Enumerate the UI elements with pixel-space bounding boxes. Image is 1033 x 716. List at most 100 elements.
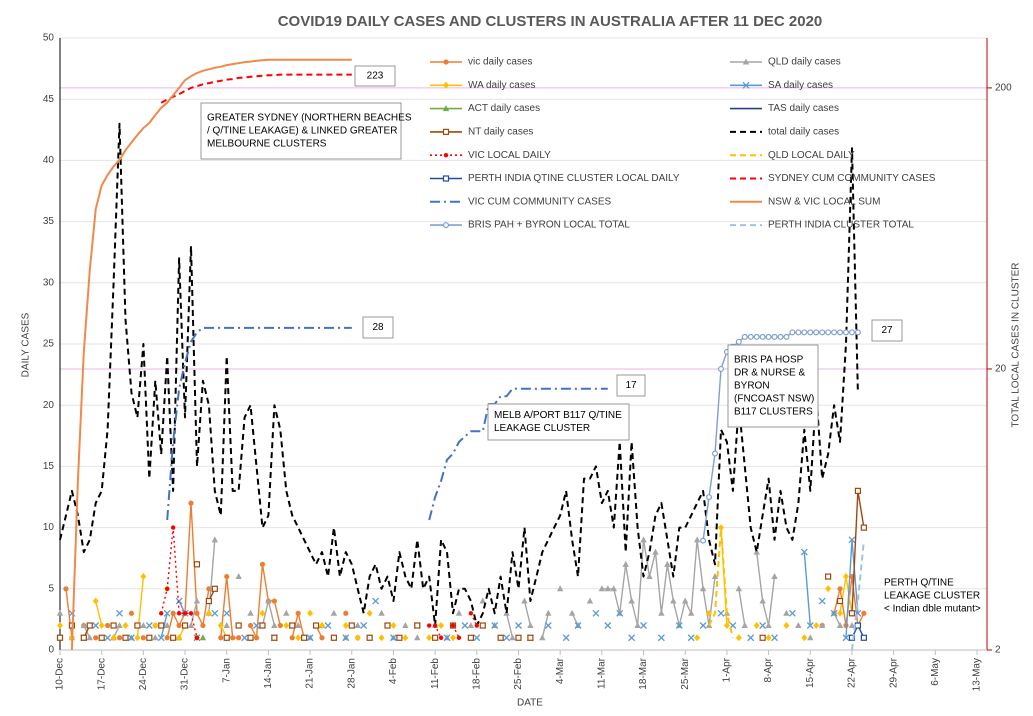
data-point (205, 597, 212, 605)
data-point (223, 622, 230, 629)
data-point (170, 634, 177, 641)
data-point (432, 623, 438, 628)
data-point (122, 634, 129, 641)
data-point (342, 634, 350, 642)
legend-label: PERTH INDIA CLUSTER TOTAL (768, 220, 914, 231)
data-point (455, 609, 463, 616)
data-point (348, 622, 355, 629)
annotation-text: PERTH Q/TINE (884, 578, 954, 589)
data-point (170, 525, 176, 530)
data-point (741, 333, 748, 340)
data-point (134, 622, 141, 629)
data-point (723, 622, 730, 630)
data-point (432, 634, 439, 641)
data-point (378, 634, 385, 642)
data-point (319, 622, 325, 630)
data-point (706, 494, 713, 501)
data-point (271, 598, 277, 604)
data-point (193, 597, 201, 604)
data-point (664, 560, 671, 567)
data-point (230, 635, 236, 641)
data-point (105, 622, 111, 629)
x-tick-label: 8-Apr (763, 657, 774, 682)
x-tick-label: 25-Feb (513, 658, 524, 690)
x-tick-label: 10-Dec (55, 658, 66, 690)
data-point (658, 609, 665, 616)
series-group (199, 634, 207, 641)
data-point (86, 622, 93, 629)
data-point (176, 622, 182, 629)
data-point (825, 329, 832, 336)
data-point (438, 622, 445, 630)
data-point (818, 597, 826, 605)
x-tick-label: 1-Apr (722, 657, 733, 682)
data-point (598, 585, 606, 592)
x-tick-label: 4-Feb (388, 658, 399, 685)
data-point (830, 609, 838, 617)
data-point (330, 609, 338, 616)
data-point (443, 634, 451, 642)
data-point (789, 329, 796, 336)
data-point (527, 622, 534, 629)
data-point (837, 329, 844, 336)
data-point (711, 450, 718, 457)
data-point (247, 622, 254, 629)
data-point (729, 622, 737, 629)
data-point (396, 634, 403, 641)
data-point (236, 635, 242, 641)
data-point (235, 573, 242, 580)
data-point (307, 609, 314, 617)
data-point (747, 333, 754, 340)
legend-label: QLD daily cases (768, 57, 841, 68)
data-point (843, 573, 849, 581)
data-point (63, 586, 69, 592)
data-point (741, 622, 748, 629)
data-point (294, 622, 302, 629)
x-tick-label: 7-Jan (221, 658, 232, 683)
legend-label: total daily cases (768, 127, 839, 138)
x-tick-label: 21-Jan (305, 658, 316, 689)
data-point (56, 634, 64, 641)
data-point (657, 634, 665, 642)
data-point (110, 634, 117, 642)
data-point (628, 634, 636, 642)
annotation-text: LEAKAGE CLUSTER (884, 591, 980, 602)
legend-label: ACT daily cases (468, 103, 540, 114)
x-tick-label: 22-Apr (847, 657, 858, 688)
data-point (640, 622, 648, 629)
data-point (675, 622, 683, 629)
data-point (92, 622, 100, 629)
x-tick-label: 11-Mar (597, 657, 608, 689)
data-point (211, 609, 219, 617)
data-point (479, 597, 486, 604)
data-point (366, 634, 373, 641)
legend-label: WA daily cases (468, 80, 535, 91)
data-point (539, 634, 546, 641)
data-point (86, 634, 93, 641)
data-point (324, 622, 332, 629)
data-point (402, 622, 409, 629)
data-point (848, 329, 855, 336)
annotation-text: (FNCOAST NSW) (734, 394, 814, 405)
data-point (759, 622, 767, 629)
data-point (753, 333, 760, 340)
data-point (473, 634, 481, 642)
data-point (831, 329, 838, 336)
data-point (211, 585, 218, 592)
data-point (515, 634, 522, 641)
data-point (134, 634, 141, 642)
data-point (694, 634, 701, 642)
data-point (771, 634, 779, 642)
annotation-box (727, 344, 819, 428)
legend-marker (443, 153, 449, 158)
annotation-text: / Q/TINE LEAKAGE) & LINKED GREATER (207, 126, 397, 137)
data-point (378, 609, 385, 616)
annotation-text: 223 (367, 71, 384, 82)
data-point (159, 611, 164, 616)
data-point (788, 609, 796, 617)
data-point (497, 634, 504, 641)
data-point (765, 622, 772, 629)
x-tick-label: 14-Jan (263, 658, 274, 689)
